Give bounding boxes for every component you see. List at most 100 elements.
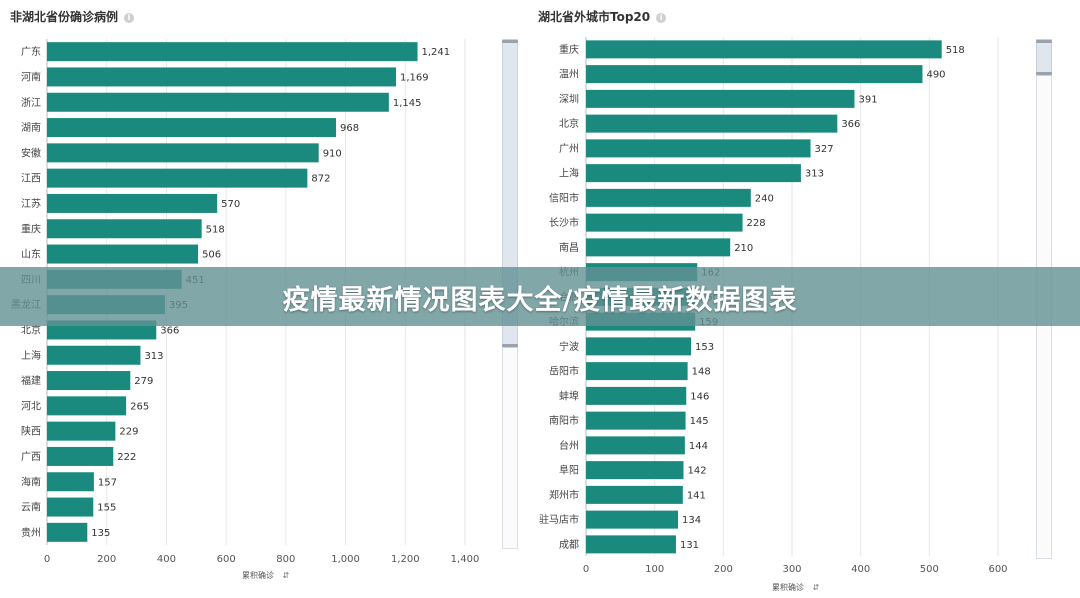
category-label: 重庆 bbox=[559, 43, 579, 56]
bar bbox=[47, 219, 202, 239]
banner-title: 疫情最新情况图表大全/疫情最新数据图表 bbox=[282, 285, 798, 316]
zoom-handle-bottom[interactable] bbox=[502, 344, 518, 347]
data-label: 518 bbox=[946, 45, 965, 56]
data-label: 142 bbox=[688, 466, 707, 477]
data-label: 229 bbox=[119, 427, 138, 438]
data-label: 153 bbox=[695, 342, 714, 353]
chart-title-right: 湖北省外城市Top20 i bbox=[538, 8, 667, 25]
bar bbox=[47, 472, 94, 492]
x-axis-title-right-text: 累积确诊 bbox=[772, 583, 804, 592]
category-label: 福建 bbox=[21, 374, 41, 387]
data-label: 228 bbox=[747, 218, 766, 229]
data-label: 222 bbox=[117, 452, 136, 463]
x-tick-label: 100 bbox=[645, 564, 664, 575]
category-label: 长沙市 bbox=[549, 216, 579, 229]
data-label: 144 bbox=[689, 441, 708, 452]
data-label: 279 bbox=[134, 376, 153, 387]
category-label: 成都 bbox=[559, 539, 579, 551]
zoom-handle-top[interactable] bbox=[502, 40, 518, 43]
category-label: 重庆 bbox=[21, 222, 41, 235]
sort-icon[interactable]: ⇵ bbox=[812, 583, 820, 592]
category-label: 海南 bbox=[21, 475, 41, 488]
data-label: 968 bbox=[340, 123, 359, 134]
category-label: 宁波 bbox=[559, 340, 579, 353]
x-axis-title-right: 累积确诊 ⇵ bbox=[772, 582, 819, 593]
x-tick-label: 1,400 bbox=[451, 554, 480, 565]
data-label: 313 bbox=[805, 169, 824, 180]
category-label: 云南 bbox=[21, 501, 41, 514]
x-tick-label: 200 bbox=[97, 554, 116, 565]
bar bbox=[47, 67, 397, 87]
data-label: 145 bbox=[690, 416, 709, 427]
data-label: 1,169 bbox=[400, 72, 429, 83]
bar bbox=[586, 65, 923, 84]
category-label: 江西 bbox=[21, 173, 41, 185]
x-tick-label: 800 bbox=[276, 554, 295, 565]
data-label: 327 bbox=[815, 144, 834, 155]
data-label: 135 bbox=[91, 528, 110, 539]
data-label: 366 bbox=[841, 119, 860, 130]
data-label: 506 bbox=[202, 250, 221, 261]
data-label: 134 bbox=[682, 515, 701, 526]
data-label: 155 bbox=[97, 503, 116, 514]
zoom-handle-top[interactable] bbox=[1036, 40, 1052, 43]
data-label: 141 bbox=[687, 490, 706, 501]
zoom-slider-right-window[interactable] bbox=[1036, 39, 1052, 76]
bar bbox=[47, 446, 114, 466]
data-label: 313 bbox=[144, 351, 163, 362]
category-label: 河南 bbox=[21, 70, 41, 83]
category-label: 安徽 bbox=[21, 146, 41, 159]
bar bbox=[586, 238, 731, 257]
category-label: 岳阳市 bbox=[549, 365, 579, 378]
x-tick-label: 1,200 bbox=[391, 554, 420, 565]
x-axis-title-left: 累积确诊 ⇵ bbox=[242, 570, 289, 581]
category-label: 南阳市 bbox=[549, 414, 579, 427]
bar bbox=[47, 345, 141, 365]
bar bbox=[47, 143, 319, 163]
bar bbox=[47, 193, 218, 213]
bar bbox=[47, 42, 418, 62]
category-label: 陕西 bbox=[21, 425, 41, 438]
data-label: 1,145 bbox=[393, 98, 422, 109]
chart-title-left: 非湖北省份确诊病例 i bbox=[10, 8, 135, 25]
info-icon[interactable]: i bbox=[124, 12, 135, 23]
category-label: 贵州 bbox=[21, 526, 41, 539]
category-label: 上海 bbox=[21, 349, 41, 362]
x-tick-label: 200 bbox=[714, 564, 733, 575]
bar bbox=[47, 497, 94, 517]
category-label: 广州 bbox=[559, 143, 579, 155]
category-label: 北京 bbox=[21, 323, 41, 336]
bar bbox=[586, 114, 838, 133]
bar bbox=[586, 89, 855, 108]
x-axis-title-left-text: 累积确诊 bbox=[242, 571, 274, 580]
bar bbox=[586, 337, 692, 356]
data-label: 1,241 bbox=[422, 47, 451, 58]
bar bbox=[586, 164, 801, 183]
category-label: 河北 bbox=[21, 400, 41, 412]
chart-title-left-text: 非湖北省份确诊病例 bbox=[10, 10, 119, 24]
category-label: 深圳 bbox=[559, 93, 579, 105]
category-label: 江苏 bbox=[21, 197, 41, 210]
category-label: 南昌 bbox=[559, 241, 579, 254]
x-tick-label: 600 bbox=[988, 564, 1007, 575]
category-label: 广东 bbox=[21, 45, 41, 58]
sort-icon[interactable]: ⇵ bbox=[282, 571, 290, 580]
zoom-handle-bottom[interactable] bbox=[1036, 72, 1052, 75]
bar bbox=[586, 188, 751, 207]
x-tick-label: 0 bbox=[583, 564, 589, 575]
category-label: 郑州市 bbox=[549, 488, 579, 501]
data-label: 872 bbox=[311, 174, 330, 185]
data-label: 148 bbox=[692, 367, 711, 378]
bar bbox=[586, 436, 685, 455]
x-tick-label: 600 bbox=[217, 554, 236, 565]
bar bbox=[586, 40, 942, 59]
bar bbox=[586, 362, 688, 381]
category-label: 北京 bbox=[559, 117, 579, 130]
x-tick-label: 0 bbox=[44, 554, 50, 565]
title-banner bbox=[0, 267, 1080, 326]
bar bbox=[47, 244, 199, 264]
bar bbox=[586, 485, 683, 504]
bar bbox=[47, 421, 116, 441]
info-icon[interactable]: i bbox=[656, 12, 667, 23]
data-label: 490 bbox=[926, 70, 945, 81]
